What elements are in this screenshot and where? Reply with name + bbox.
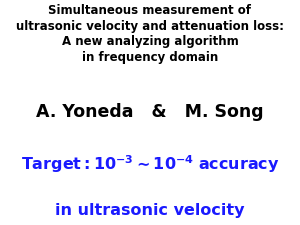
Text: $\bf{Target: 10^{-3}{\sim}10^{-4}\ accuracy}$: $\bf{Target: 10^{-3}{\sim}10^{-4}\ accur… [21, 153, 279, 175]
Text: Simultaneous measurement of
ultrasonic velocity and attenuation loss:
A new anal: Simultaneous measurement of ultrasonic v… [16, 4, 284, 64]
Text: in ultrasonic velocity: in ultrasonic velocity [55, 202, 245, 218]
Text: A. Yoneda   &   M. Song: A. Yoneda & M. Song [36, 104, 264, 122]
